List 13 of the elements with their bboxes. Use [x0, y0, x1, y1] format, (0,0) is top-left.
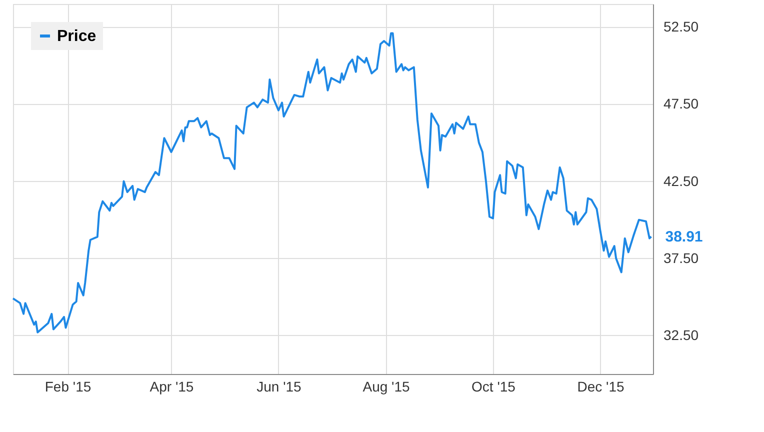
y-tick-label: 42.50 — [664, 172, 699, 189]
x-tick-label: Dec '15 — [577, 378, 624, 394]
annotation: 38.91 — [665, 228, 703, 246]
y-tick-label: 32.50 — [664, 326, 699, 343]
x-tick-label: Feb '15 — [44, 378, 92, 394]
legend-label: Price — [57, 28, 96, 45]
y-tick-label: 37.50 — [664, 250, 699, 266]
x-tick-label: Jun '15 — [256, 378, 302, 394]
x-tick-label: Oct '15 — [472, 378, 516, 394]
x-tick-label: Apr '15 — [150, 378, 194, 394]
y-tick-label: 47.50 — [664, 96, 699, 112]
y-tick-label: 52.50 — [664, 18, 699, 35]
x-tick-label: Aug '15 — [362, 378, 410, 394]
